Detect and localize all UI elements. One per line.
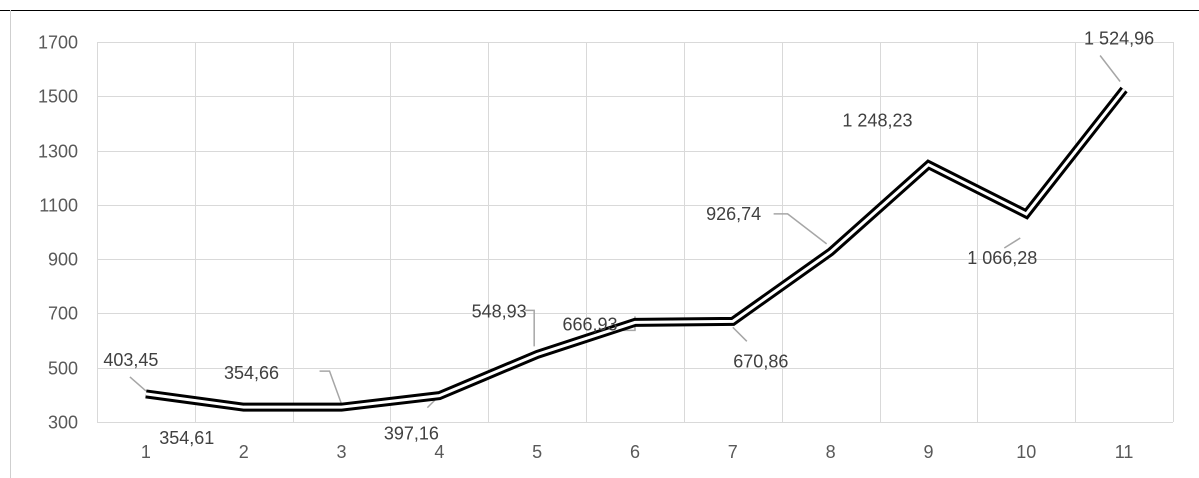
y-tick-label: 1500 bbox=[38, 87, 78, 107]
data-label: 1 066,28 bbox=[967, 248, 1037, 268]
data-label: 403,45 bbox=[103, 350, 158, 370]
leader-line bbox=[732, 326, 748, 342]
data-label: 1 524,96 bbox=[1084, 29, 1154, 49]
x-tick-label: 3 bbox=[337, 442, 347, 462]
data-label: 1 248,23 bbox=[842, 111, 912, 131]
series-line-inner bbox=[145, 88, 1126, 409]
x-tick-label: 7 bbox=[728, 442, 738, 462]
data-label: 670,86 bbox=[733, 351, 788, 371]
y-tick-label: 700 bbox=[48, 304, 78, 324]
x-tick-label: 5 bbox=[532, 442, 542, 462]
data-label: 397,16 bbox=[384, 424, 439, 444]
data-label-leaders bbox=[129, 55, 1121, 409]
y-tick-label: 300 bbox=[48, 413, 78, 433]
x-tick-label: 2 bbox=[239, 442, 249, 462]
gridlines bbox=[97, 42, 1174, 423]
leader-line bbox=[129, 376, 147, 392]
data-labels: 403,45 354,61 354,66 397,16 548,93 666,93 670,… bbox=[103, 29, 1154, 449]
data-label: 926,74 bbox=[706, 204, 761, 224]
x-tick-label: 1 bbox=[141, 442, 151, 462]
y-tick-label: 1100 bbox=[39, 196, 78, 216]
y-tick-label: 900 bbox=[48, 250, 78, 270]
leader-line bbox=[1003, 237, 1021, 249]
y-tick-label: 1700 bbox=[38, 33, 78, 53]
y-axis: 300 500 700 900 1100 1300 1500 1700 bbox=[38, 33, 78, 433]
leader-line bbox=[1099, 55, 1121, 82]
data-label: 548,93 bbox=[472, 301, 527, 321]
data-label: 354,61 bbox=[159, 428, 214, 448]
x-tick-label: 8 bbox=[826, 442, 836, 462]
data-label: 666,93 bbox=[562, 314, 617, 334]
data-label: 354,66 bbox=[224, 363, 279, 383]
x-tick-label: 11 bbox=[1115, 442, 1134, 462]
y-tick-label: 1300 bbox=[38, 142, 78, 162]
x-axis: 1 2 3 4 5 6 7 8 9 10 11 bbox=[141, 442, 1134, 462]
leader-line bbox=[525, 309, 535, 347]
x-tick-label: 10 bbox=[1016, 442, 1036, 462]
leader-line bbox=[773, 213, 828, 245]
x-tick-label: 9 bbox=[923, 442, 933, 462]
series-line bbox=[145, 86, 1128, 412]
leader-line bbox=[319, 370, 343, 405]
x-tick-label: 4 bbox=[434, 442, 444, 462]
x-tick-label: 6 bbox=[630, 442, 640, 462]
y-tick-label: 500 bbox=[48, 359, 78, 379]
